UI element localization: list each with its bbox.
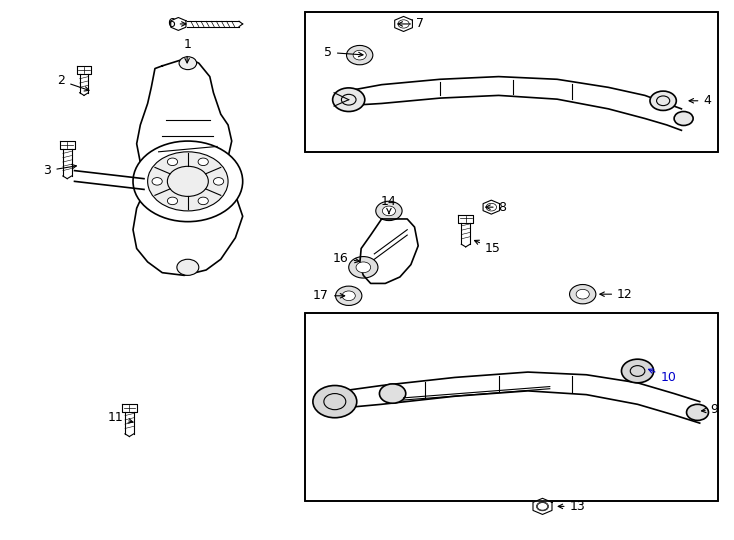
Text: 11: 11 (108, 411, 133, 424)
Polygon shape (122, 404, 137, 413)
Text: 16: 16 (333, 252, 360, 265)
Text: 12: 12 (600, 288, 633, 301)
Text: 6: 6 (167, 17, 186, 30)
Circle shape (346, 45, 373, 65)
Circle shape (198, 158, 208, 166)
Circle shape (376, 201, 402, 220)
Bar (305, 12, 718, 152)
Bar (305, 313, 718, 501)
Circle shape (148, 152, 228, 211)
Polygon shape (533, 498, 552, 515)
Text: 14: 14 (381, 195, 397, 213)
Text: 15: 15 (474, 240, 501, 255)
Circle shape (650, 91, 676, 111)
Circle shape (167, 158, 178, 166)
Circle shape (674, 112, 693, 125)
Text: 17: 17 (313, 289, 345, 302)
Circle shape (576, 289, 589, 299)
Circle shape (313, 386, 357, 418)
Bar (305, 313, 718, 501)
Circle shape (198, 197, 208, 205)
Circle shape (335, 286, 362, 306)
Circle shape (349, 256, 378, 278)
Polygon shape (171, 17, 186, 30)
Polygon shape (133, 58, 243, 275)
Circle shape (152, 178, 162, 185)
Circle shape (356, 262, 371, 273)
Text: 13: 13 (559, 500, 585, 513)
Text: 10: 10 (649, 369, 676, 384)
Circle shape (570, 285, 596, 304)
Text: 3: 3 (43, 164, 76, 177)
Text: 8: 8 (486, 201, 506, 214)
Circle shape (622, 359, 654, 383)
Circle shape (179, 57, 197, 70)
Polygon shape (77, 66, 91, 74)
Text: 2: 2 (57, 75, 89, 91)
Text: 1: 1 (184, 38, 191, 63)
Polygon shape (483, 200, 500, 214)
Text: 4: 4 (689, 94, 711, 107)
Polygon shape (360, 219, 418, 284)
Polygon shape (60, 141, 75, 149)
Circle shape (353, 50, 366, 60)
Text: 7: 7 (398, 17, 424, 30)
Text: 5: 5 (324, 46, 363, 59)
Bar (305, 12, 718, 152)
Circle shape (379, 384, 406, 403)
Circle shape (177, 259, 199, 275)
Circle shape (333, 88, 365, 112)
Circle shape (167, 197, 178, 205)
Polygon shape (395, 16, 413, 31)
Circle shape (342, 291, 355, 301)
Circle shape (382, 206, 396, 216)
Circle shape (214, 178, 224, 185)
Circle shape (686, 404, 708, 421)
Circle shape (133, 141, 243, 221)
Polygon shape (459, 215, 473, 222)
Text: 9: 9 (702, 403, 719, 416)
